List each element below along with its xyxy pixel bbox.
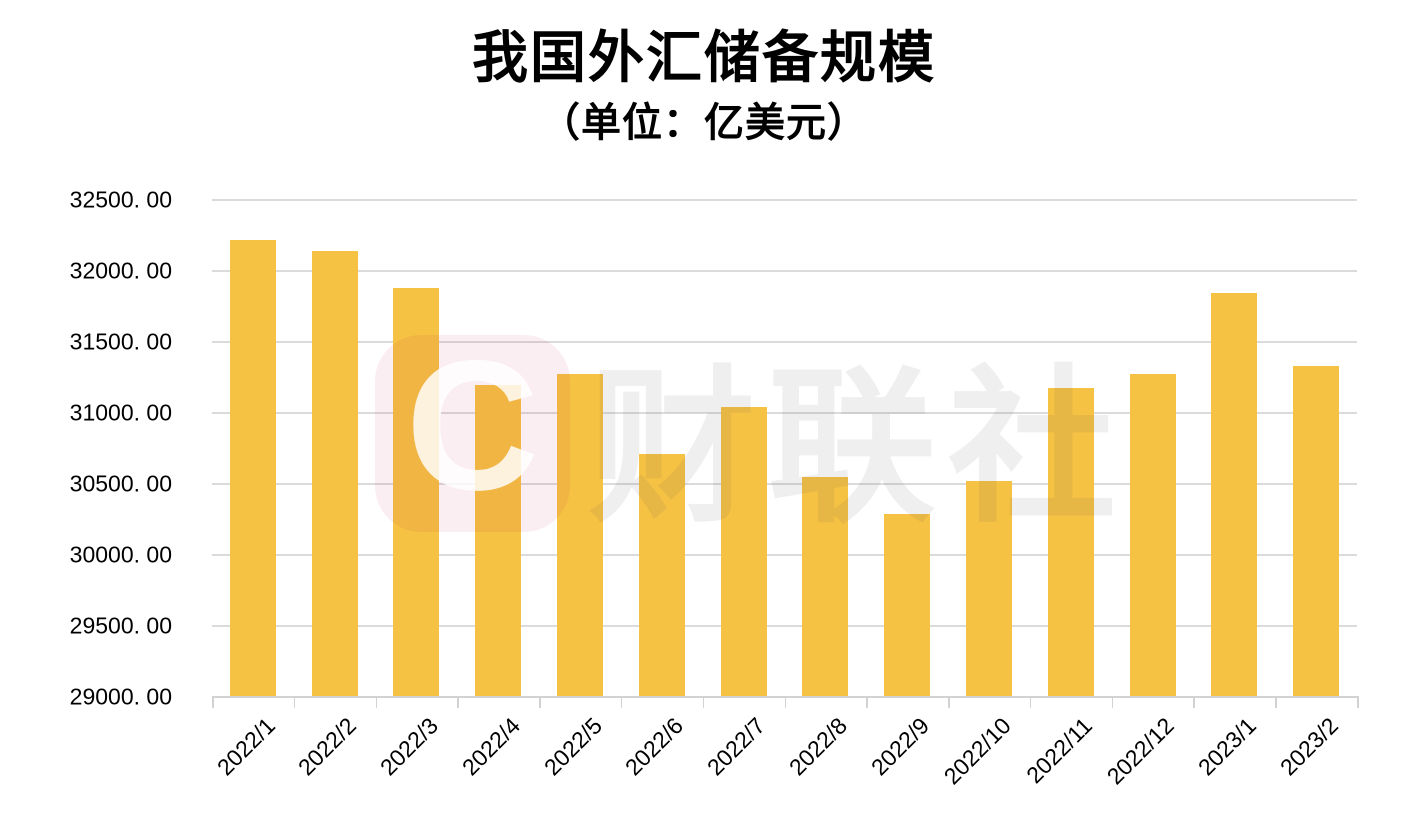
- x-axis-label: 2022/10: [938, 712, 1016, 790]
- gridline: [212, 270, 1357, 272]
- x-axis-label: 2022/7: [702, 712, 771, 781]
- x-axis-label: 2022/1: [211, 712, 280, 781]
- x-axis-label: 2022/6: [620, 712, 689, 781]
- bar-2022/5: [557, 373, 604, 697]
- x-axis-label: 2022/4: [456, 712, 525, 781]
- x-axis-tick: [702, 697, 705, 708]
- x-axis-label: 2022/12: [1102, 712, 1180, 790]
- x-axis-label: 2022/9: [865, 712, 934, 781]
- x-axis-tick: [948, 697, 950, 708]
- y-axis-label: 32000. 00: [69, 257, 172, 284]
- y-axis-label: 30500. 00: [69, 470, 172, 497]
- x-axis-tick: [539, 697, 541, 708]
- watermark-logo-letter: C: [405, 322, 540, 529]
- bar-2023/1: [1211, 293, 1258, 697]
- x-axis-tick: [784, 697, 786, 708]
- bar-2022/8: [802, 477, 849, 697]
- x-axis-tick: [1111, 697, 1114, 708]
- x-axis-label: 2023/1: [1192, 712, 1262, 781]
- chart-title: 我国外汇储备规模: [472, 26, 936, 89]
- y-axis-label: 32500. 00: [69, 186, 172, 213]
- x-axis-tick: [866, 697, 868, 708]
- x-axis-tick: [293, 697, 296, 708]
- x-axis-tick: [620, 697, 623, 708]
- gridline: [212, 554, 1357, 556]
- bar-2022/11: [1047, 388, 1094, 697]
- gridline: [212, 341, 1357, 343]
- watermark-text: 财联社: [588, 354, 1128, 542]
- gridline: [212, 412, 1357, 414]
- x-axis-tick: [1029, 697, 1032, 708]
- x-axis-tick: [1275, 697, 1277, 708]
- bar-2022/7: [720, 407, 767, 697]
- bar-2022/3: [393, 288, 440, 697]
- y-axis-label: 31500. 00: [69, 328, 172, 355]
- x-axis-label: 2022/8: [783, 712, 853, 781]
- x-axis-tick: [457, 697, 459, 708]
- cailianshe-watermark-logo: C: [375, 322, 570, 532]
- chart-subtitle: （单位：亿美元）: [540, 101, 868, 145]
- x-axis-tick: [1357, 697, 1359, 708]
- bar-2023/2: [1293, 365, 1340, 697]
- bar-2022/4: [475, 384, 522, 697]
- x-axis-label: 2023/2: [1274, 712, 1343, 781]
- gridline: [212, 483, 1357, 485]
- bar-2022/2: [311, 251, 358, 697]
- bar-2022/1: [229, 240, 276, 697]
- x-axis-tick: [375, 697, 378, 708]
- y-axis-label: 29500. 00: [69, 612, 172, 639]
- x-axis-label: 2022/11: [1021, 712, 1098, 789]
- y-axis-label: 31000. 00: [69, 399, 172, 426]
- gridline: [212, 199, 1357, 201]
- x-axis-label: 2022/2: [293, 712, 362, 781]
- bar-2022/10: [965, 480, 1012, 697]
- y-axis-label: 29000. 00: [69, 683, 172, 710]
- bar-2022/9: [884, 513, 931, 697]
- bar-2022/6: [638, 453, 685, 697]
- y-axis-label: 30000. 00: [69, 541, 172, 568]
- x-axis-tick: [212, 697, 214, 708]
- x-axis-label: 2022/3: [375, 712, 444, 781]
- bar-2022/12: [1129, 373, 1176, 697]
- x-axis-tick: [1193, 697, 1195, 708]
- gridline: [212, 625, 1357, 627]
- x-axis-label: 2022/5: [538, 712, 607, 781]
